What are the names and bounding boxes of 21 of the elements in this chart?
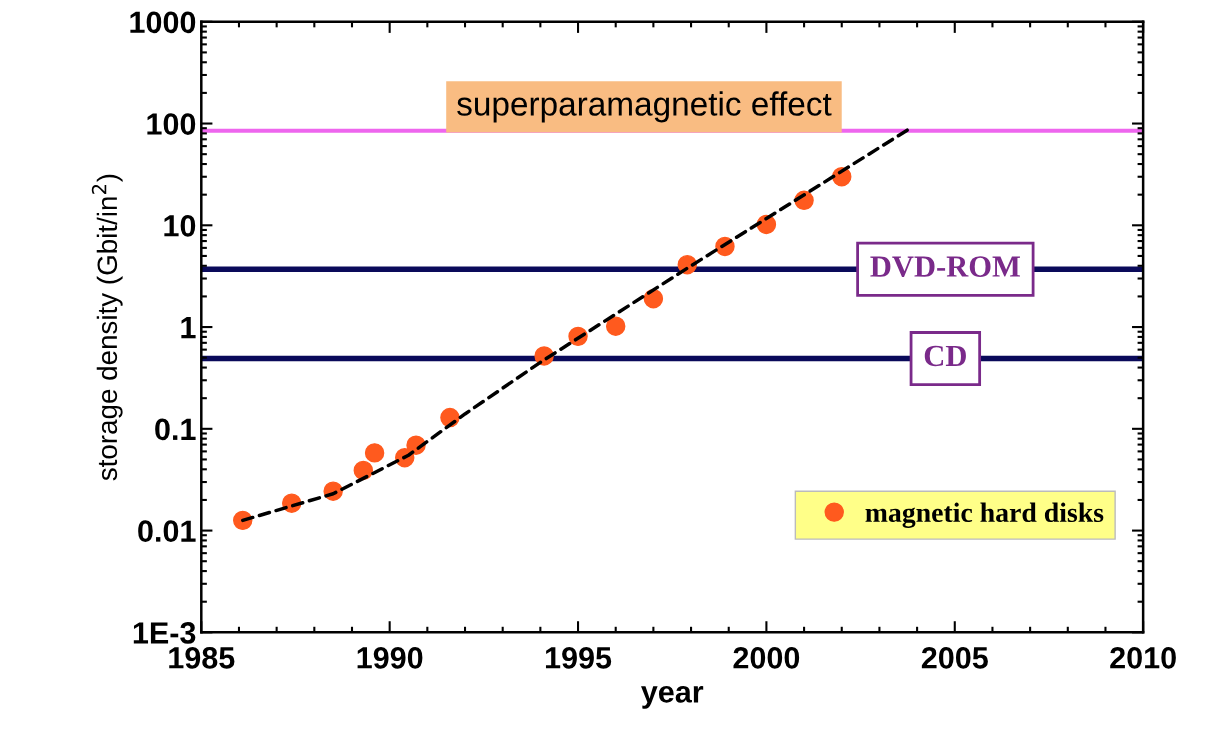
x-tick-label: 2005 bbox=[921, 647, 988, 669]
ref-line-label: CD bbox=[924, 345, 966, 367]
x-tick-label: 1995 bbox=[545, 647, 612, 669]
y-tick-label: 1E-3 bbox=[133, 622, 196, 644]
x-tick-label: 1985 bbox=[169, 647, 235, 669]
x-tick-label: 2000 bbox=[733, 647, 800, 669]
x-tick-label: 2010 bbox=[1110, 647, 1176, 669]
y-axis-title: storage density (Gbit/in$^{2}$) bbox=[91, 174, 123, 481]
y-tick-label: 0.01 bbox=[138, 520, 196, 542]
y-tick-label: 100 bbox=[147, 113, 196, 135]
y-tick-label: 1000 bbox=[130, 11, 196, 34]
ref-line-label: superparamagnetic effect bbox=[457, 91, 832, 123]
y-tick-label: 1 bbox=[181, 317, 196, 339]
y-tick-label: 0.1 bbox=[155, 418, 196, 441]
ref-line-label: DVD-ROM bbox=[870, 256, 1020, 278]
point bbox=[364, 443, 385, 463]
x-tick-label: 1990 bbox=[357, 647, 423, 669]
x-axis-title: year bbox=[641, 685, 704, 709]
legend-label: magnetic hard disks bbox=[865, 502, 1104, 528]
point bbox=[605, 316, 626, 336]
y-tick-label: 10 bbox=[164, 215, 196, 237]
